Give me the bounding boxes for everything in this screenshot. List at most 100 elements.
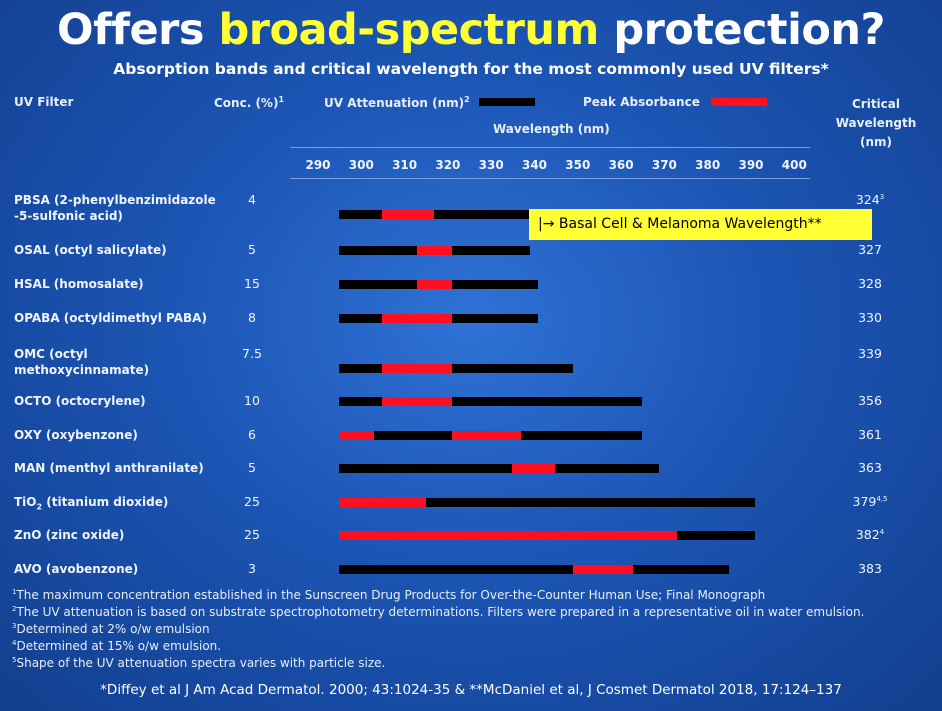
concentration-value: 15 [244,276,260,291]
filter-label: OMC (octyl methoxycinnamate) [14,346,219,378]
concentration-value: 25 [244,527,260,542]
x-tick-label: 380 [695,158,721,172]
footnote: 1The maximum concentration established i… [12,588,765,602]
filter-name: HSAL (homosalate) [14,277,144,291]
filter-name: AVO (avobenzone) [14,562,139,576]
header-wavelength: Wavelength (nm) [493,122,610,136]
x-tick-label: 330 [478,158,504,172]
page-title: Offers broad-spectrum protection? [0,4,942,56]
footnote-marker: 2 [12,605,17,613]
critical-wavelength-number: 356 [858,393,882,408]
x-tick-label: 320 [435,158,461,172]
title-part2: protection? [598,5,885,55]
critical-wavelength-value: 3794,5 [840,494,900,509]
filter-name-line2: -5-sulfonic acid) [14,209,123,223]
footnote: 3Determined at 2% o/w emulsion [12,622,210,636]
critical-wavelength-number: 330 [858,310,882,325]
filter-name: ZnO (zinc oxide) [14,528,125,542]
critical-wavelength-value: 363 [840,460,900,475]
critical-wavelength-value: 328 [840,276,900,291]
critical-wavelength-footnote: 3 [879,192,885,201]
critical-wavelength-number: 363 [858,460,882,475]
x-tick-label: 350 [565,158,591,172]
footnote-text: The UV attenuation is based on substrate… [16,605,865,619]
footnote-marker: 4 [12,639,17,647]
footnote: 2The UV attenuation is based on substrat… [12,605,864,619]
critical-wavelength-footnote: 4,5 [876,494,888,503]
filter-name-line2: methoxycinnamate) [14,363,150,377]
concentration-value: 4 [248,192,256,207]
concentration-value: 7.5 [242,346,262,361]
header-critical-line2: Wavelength (nm) [835,116,917,149]
filter-name-subscript: 2 [36,502,43,512]
x-tick-label: 390 [738,158,764,172]
concentration-value: 10 [244,393,260,408]
filter-label: OPABA (octyldimethyl PABA) [14,310,219,326]
concentration-value: 8 [248,310,256,325]
x-tick-label: 360 [608,158,634,172]
filter-name: MAN (menthyl anthranilate) [14,461,204,475]
header-critical-line1: Critical [851,97,900,111]
critical-wavelength-footnote: 4 [879,527,885,536]
concentration-value: 25 [244,494,260,509]
attenuation-bar [339,210,530,219]
attenuation-bar [339,498,755,507]
footnote-text: Determined at 2% o/w emulsion [16,622,210,636]
footnote-marker: 1 [12,588,17,596]
critical-wavelength-number: 382 [855,527,880,542]
filter-label: MAN (menthyl anthranilate) [14,460,219,476]
critical-wavelength-value: 356 [840,393,900,408]
filter-name-rest: (titanium dioxide) [42,495,169,509]
attenuation-bar [339,565,729,574]
attenuation-bar [339,364,573,373]
axis-separator-top [290,147,810,148]
x-tick-label: 310 [392,158,418,172]
subtitle: Absorption bands and critical wavelength… [113,60,829,78]
basal-cell-melanoma-callout: |→ Basal Cell & Melanoma Wavelength** [529,209,872,240]
critical-wavelength-value: 361 [840,427,900,442]
critical-wavelength-number: 361 [858,427,882,442]
filter-label: OXY (oxybenzone) [14,427,219,443]
x-tick-label: 340 [521,158,548,172]
axis-separator-bottom [290,178,810,179]
filter-label: ZnO (zinc oxide) [14,527,219,543]
header-conc-label: Conc. (%) [214,96,279,110]
critical-wavelength-value: 3824 [840,527,900,542]
header-attenuation-sup: 2 [464,95,470,104]
critical-wavelength-number: 324 [855,192,880,207]
header-conc: Conc. (%)1 [214,95,284,110]
legend-attenuation-swatch [479,98,535,106]
peak-absorbance-bar [339,431,374,440]
x-tick-label: 300 [348,158,374,172]
footnote-text: Determined at 15% o/w emulsion. [16,639,222,653]
filter-label: OSAL (octyl salicylate) [14,242,219,258]
footnote-text: Shape of the UV attenuation spectra vari… [16,656,386,670]
concentration-value: 5 [248,460,256,475]
attenuation-bar [339,397,643,406]
critical-wavelength-number: 339 [858,346,882,361]
concentration-value: 5 [248,242,256,257]
filter-name: OSAL (octyl salicylate) [14,243,167,257]
peak-absorbance-bar [382,397,452,406]
filter-label: TiO2 (titanium dioxide) [14,494,219,515]
peak-absorbance-bar [382,314,452,323]
concentration-value: 6 [248,427,256,442]
footnote-text: The maximum concentration established in… [16,588,766,602]
footnote-marker: 5 [12,656,17,664]
filter-name: OPABA (octyldimethyl PABA) [14,311,207,325]
peak-absorbance-bar [382,364,452,373]
peak-absorbance-bar [339,498,426,507]
filter-label: OCTO (octocrylene) [14,393,219,409]
attenuation-bar [339,464,660,473]
filter-label: HSAL (homosalate) [14,276,219,292]
legend-peak-swatch [711,98,767,106]
header-attenuation-label: UV Attenuation (nm) [324,96,465,110]
concentration-value: 3 [248,561,256,576]
header-conc-sup: 1 [278,95,285,104]
footnote: 5Shape of the UV attenuation spectra var… [12,656,385,670]
critical-wavelength-number: 328 [858,276,882,291]
title-part1: Offers [57,5,219,55]
critical-wavelength-number: 327 [858,242,882,257]
peak-absorbance-bar [339,531,677,540]
filter-name: PBSA (2-phenylbenzimidazole [14,193,216,207]
